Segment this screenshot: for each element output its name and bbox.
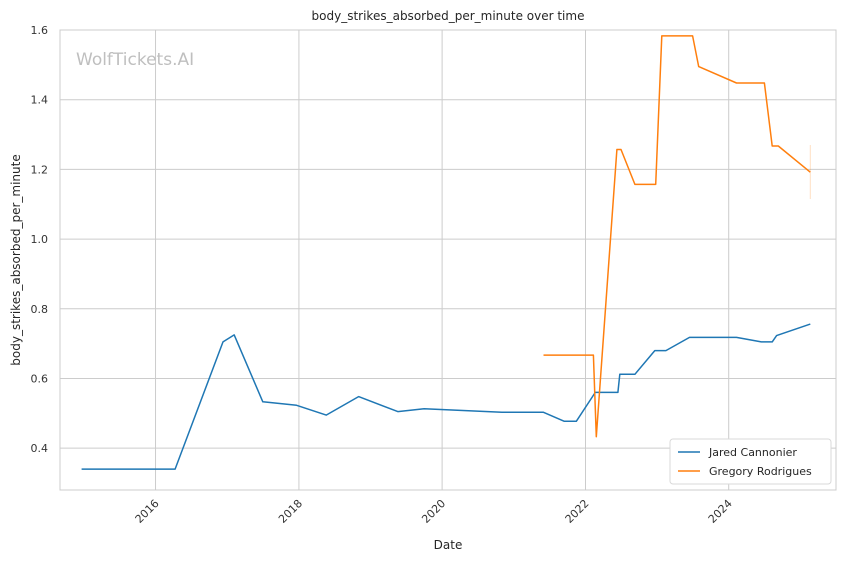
series-line-1: [543, 35, 811, 438]
chart-title: body_strikes_absorbed_per_minute over ti…: [312, 9, 585, 23]
x-tick-label: 2016: [133, 497, 162, 526]
y-axis-label: body_strikes_absorbed_per_minute: [9, 154, 23, 365]
plot-frame: [59, 29, 837, 491]
legend: Jared Cannonier Gregory Rodrigues: [669, 438, 832, 485]
series-lines: [81, 35, 811, 470]
y-tick-label: 0.6: [31, 372, 49, 385]
x-axis-label: Date: [434, 538, 463, 552]
y-tick-label: 1.0: [31, 233, 49, 246]
x-tick-label: 2018: [276, 497, 305, 526]
x-tick-label: 2022: [563, 497, 592, 526]
y-tick-label: 1.2: [31, 163, 49, 176]
x-tick-label: 2024: [706, 497, 735, 526]
y-tick-label: 1.4: [31, 94, 49, 107]
y-tick-label: 0.4: [31, 442, 49, 455]
x-tick-label: 2020: [419, 497, 448, 526]
legend-box: [669, 438, 832, 485]
y-tick-label: 0.8: [31, 303, 49, 316]
y-tick-label: 1.6: [31, 24, 49, 37]
legend-label-gregory: Gregory Rodrigues: [709, 465, 812, 478]
series-line-0: [81, 323, 811, 470]
watermark: WolfTickets.AI: [76, 50, 194, 70]
legend-label-jared: Jared Cannonier: [708, 446, 797, 459]
plot-area: [60, 30, 836, 490]
